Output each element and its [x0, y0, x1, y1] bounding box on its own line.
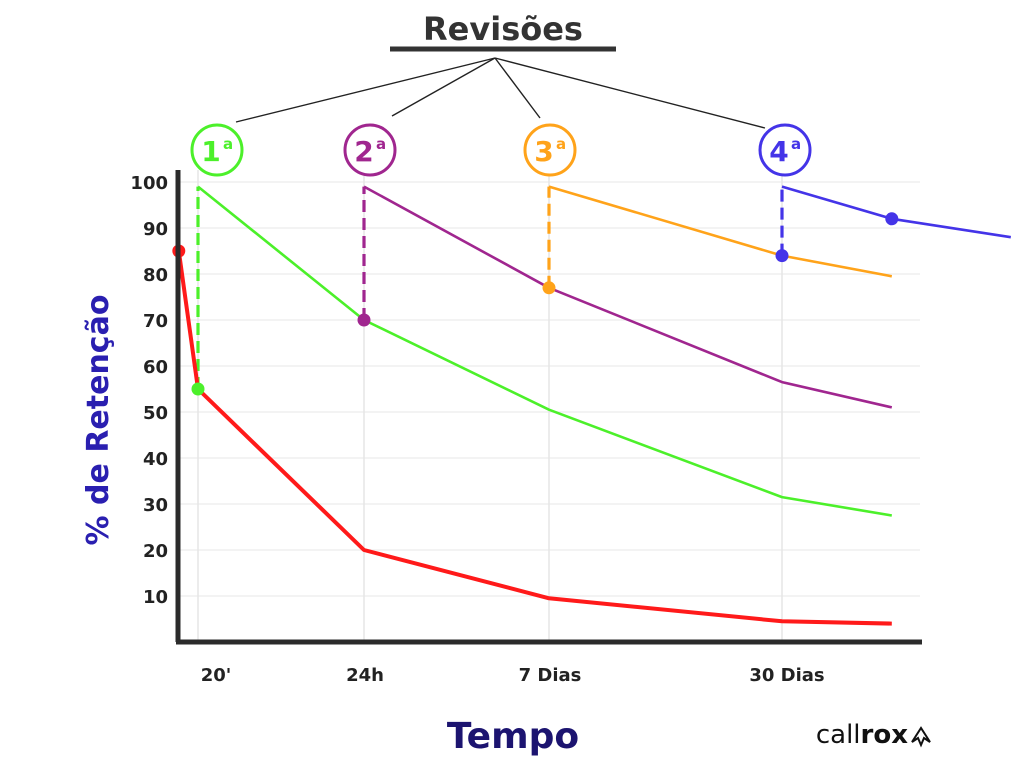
y-tick-label: 80 — [143, 265, 168, 286]
review-suffix: a — [791, 135, 801, 153]
review-suffix: a — [556, 135, 566, 153]
y-axis-title: % de Retenção — [81, 295, 116, 546]
review-badge-circle — [343, 123, 397, 177]
y-tick-label: 60 — [143, 357, 168, 378]
brand-bold: rox — [861, 720, 909, 750]
marker-review_4 — [885, 212, 899, 226]
marker-review_2 — [357, 313, 371, 327]
grid — [180, 170, 920, 642]
connector-line — [494, 57, 541, 119]
y-tick-labels: 10 20 30 40 50 60 70 80 90 100 — [130, 173, 168, 608]
review-number: 4 — [769, 135, 788, 168]
review-badge-circle — [190, 123, 244, 177]
review-number: 1 — [201, 135, 220, 168]
review-connectors — [235, 57, 766, 129]
brand-text: callrox — [816, 720, 908, 750]
connector-line — [494, 57, 766, 129]
series-line-review_1 — [197, 185, 893, 517]
y-tick-label: 90 — [143, 219, 168, 240]
review-suffix: a — [376, 135, 386, 153]
connector-line — [391, 57, 496, 117]
x-tick-label: 24h — [346, 665, 384, 686]
y-tick-label: 70 — [143, 311, 168, 332]
chart-title: Revisões — [423, 10, 583, 48]
x-tick-label: 20' — [201, 665, 232, 686]
y-tick-label: 50 — [143, 403, 168, 424]
arrow-icon — [911, 726, 931, 748]
y-tick-label: 20 — [143, 541, 168, 562]
x-axis-title: Tempo — [447, 716, 579, 757]
y-tick-label: 10 — [143, 587, 168, 608]
series-line-review_3 — [548, 185, 893, 278]
review-badge-circle — [758, 123, 812, 177]
series-line-review_4 — [781, 185, 1011, 239]
x-tick-label: 7 Dias — [519, 665, 582, 686]
review-number: 2 — [354, 135, 373, 168]
data-markers — [172, 212, 899, 396]
brand-light: call — [816, 720, 861, 750]
brand-logo: callrox — [816, 720, 931, 750]
y-tick-label: 100 — [130, 173, 168, 194]
review-suffix: a — [223, 135, 233, 153]
marker-review_1 — [191, 382, 205, 396]
axes — [175, 170, 922, 645]
series-lines — [176, 185, 1011, 626]
marker-review_4 — [775, 249, 789, 263]
marker-review_3 — [542, 281, 556, 295]
x-tick-label: 30 Dias — [749, 665, 824, 686]
y-tick-label: 30 — [143, 495, 168, 516]
series-line-review_2 — [363, 185, 893, 409]
series-line-no_review — [176, 250, 892, 626]
connector-line — [235, 57, 496, 123]
x-tick-labels: 20' 24h 7 Dias 30 Dias — [201, 665, 825, 686]
y-tick-label: 40 — [143, 449, 168, 470]
review-number: 3 — [534, 135, 553, 168]
review-badge-circle — [523, 123, 577, 177]
